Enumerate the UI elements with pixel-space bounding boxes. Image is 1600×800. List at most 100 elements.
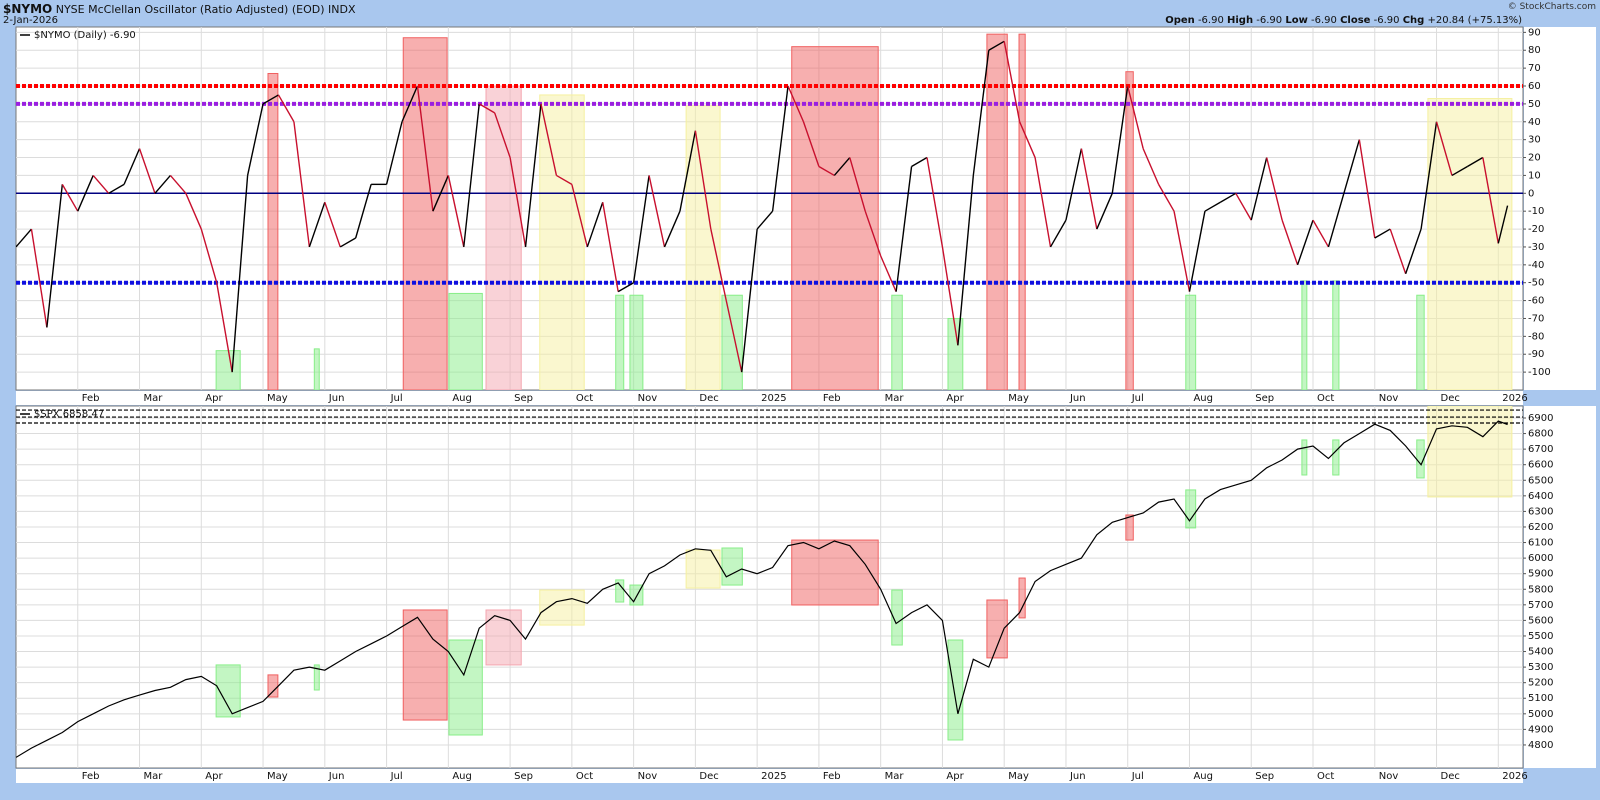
x-tick-label: Jul bbox=[390, 771, 403, 782]
line-segment bbox=[663, 210, 681, 248]
line-segment bbox=[988, 40, 1005, 51]
line-segment bbox=[1343, 139, 1361, 194]
highlight-region bbox=[267, 72, 279, 390]
y-tick-label: 10 bbox=[1528, 170, 1541, 181]
line-segment bbox=[880, 255, 897, 292]
line-segment bbox=[1049, 219, 1067, 248]
y-tick-label: 80 bbox=[1528, 45, 1541, 56]
line-segment bbox=[725, 300, 743, 373]
x-axis-strip bbox=[16, 391, 1523, 405]
line-segment bbox=[493, 112, 511, 158]
line-segment bbox=[571, 184, 588, 248]
x-tick-label: Nov bbox=[1379, 393, 1399, 404]
highlight-region bbox=[1185, 294, 1197, 390]
x-tick-label: Sep bbox=[514, 771, 533, 782]
highlight-region bbox=[539, 94, 585, 390]
x-tick-label: Jun bbox=[1069, 771, 1086, 782]
highlight-region bbox=[1332, 280, 1340, 390]
quote-value: -6.90 bbox=[1197, 15, 1224, 26]
y-tick-label: 0 bbox=[1528, 188, 1534, 199]
legend-label: $SPX 6858.47 bbox=[34, 409, 104, 420]
line-segment bbox=[1281, 219, 1299, 266]
x-tick-label: May bbox=[267, 393, 288, 404]
x-tick-label: Oct bbox=[576, 393, 593, 404]
y-tick-label: -70 bbox=[1528, 313, 1544, 324]
x-tick-label: Jul bbox=[1131, 771, 1144, 782]
y-tick-label: 6400 bbox=[1528, 491, 1553, 502]
x-tick-label: Jun bbox=[328, 393, 345, 404]
y-tick-label: -50 bbox=[1528, 278, 1544, 289]
line-segment bbox=[1188, 211, 1206, 292]
highlight-region bbox=[313, 348, 320, 390]
y-tick-label: -30 bbox=[1528, 242, 1544, 253]
y-tick-label: 6500 bbox=[1528, 475, 1553, 486]
x-tick-label: Dec bbox=[1441, 771, 1460, 782]
x-tick-label: Oct bbox=[576, 771, 593, 782]
x-tick-label: Oct bbox=[1317, 393, 1334, 404]
y-tick-label: 6300 bbox=[1528, 506, 1553, 517]
legend-label: $NYMO (Daily) -6.90 bbox=[34, 30, 136, 41]
x-tick-label: Feb bbox=[82, 771, 100, 782]
x-tick-label: Jul bbox=[390, 393, 403, 404]
line-segment bbox=[1096, 193, 1113, 230]
highlight-region bbox=[721, 294, 743, 390]
highlight-region bbox=[1185, 489, 1197, 529]
highlight-region bbox=[267, 674, 279, 698]
header-title: $NYMO NYSE McClellan Oscillator (Ratio A… bbox=[3, 2, 355, 16]
x-tick-label: Oct bbox=[1317, 771, 1334, 782]
line-segment bbox=[679, 130, 697, 212]
y-tick-label: 60 bbox=[1528, 81, 1541, 92]
line-segment bbox=[694, 130, 712, 230]
quote-label: High bbox=[1227, 15, 1254, 26]
y-tick-label: 30 bbox=[1528, 135, 1541, 146]
y-tick-label: 5400 bbox=[1528, 647, 1553, 658]
x-tick-label: Sep bbox=[514, 393, 533, 404]
line-segment bbox=[864, 210, 882, 257]
y-tick-label: 6700 bbox=[1528, 444, 1553, 455]
line-segment bbox=[833, 157, 851, 176]
line-segment bbox=[1467, 156, 1484, 168]
line-segment bbox=[648, 175, 666, 248]
quote-value: -6.90 bbox=[1311, 15, 1337, 26]
index-name: NYSE McClellan Oscillator (Ratio Adjuste… bbox=[55, 3, 356, 16]
highlight-region bbox=[1301, 280, 1308, 390]
y-tick-label: 70 bbox=[1528, 63, 1541, 74]
x-tick-label: 2025 bbox=[761, 771, 786, 782]
y-tick-label: 4900 bbox=[1528, 724, 1553, 735]
y-tick-label: 20 bbox=[1528, 153, 1541, 164]
line-segment bbox=[1358, 139, 1376, 239]
line-segment bbox=[401, 85, 419, 123]
x-tick-label: 2026 bbox=[1502, 771, 1527, 782]
axis-strip bbox=[1524, 27, 1596, 390]
highlight-region bbox=[539, 589, 585, 626]
highlight-region bbox=[448, 639, 483, 736]
quote-value: +20.84 (+75.13%) bbox=[1427, 15, 1523, 26]
highlight-region bbox=[485, 609, 522, 666]
y-tick-label: 90 bbox=[1528, 27, 1541, 38]
highlight-region bbox=[1427, 98, 1513, 390]
highlight-region bbox=[791, 46, 879, 390]
x-tick-label: Feb bbox=[823, 393, 841, 404]
line-segment bbox=[524, 103, 542, 248]
y-tick-label: 50 bbox=[1528, 99, 1541, 110]
line-segment bbox=[1374, 228, 1391, 239]
quote-label: Chg bbox=[1402, 15, 1425, 26]
line-segment bbox=[771, 85, 789, 212]
highlight-region bbox=[1018, 33, 1026, 390]
line-segment bbox=[355, 184, 372, 239]
y-tick-label: 6600 bbox=[1528, 460, 1553, 471]
line-segment bbox=[185, 193, 202, 230]
x-tick-label: Nov bbox=[638, 393, 658, 404]
x-tick-label: Nov bbox=[1379, 771, 1399, 782]
line-segment bbox=[1312, 219, 1330, 248]
x-tick-label: Nov bbox=[638, 771, 658, 782]
line-segment bbox=[617, 282, 634, 293]
line-segment bbox=[30, 228, 48, 328]
highlight-region bbox=[215, 350, 241, 390]
line-segment bbox=[1142, 148, 1160, 185]
highlight-region bbox=[721, 547, 743, 586]
line-segment bbox=[802, 121, 820, 167]
line-segment bbox=[632, 175, 650, 283]
line-segment bbox=[1111, 85, 1129, 194]
